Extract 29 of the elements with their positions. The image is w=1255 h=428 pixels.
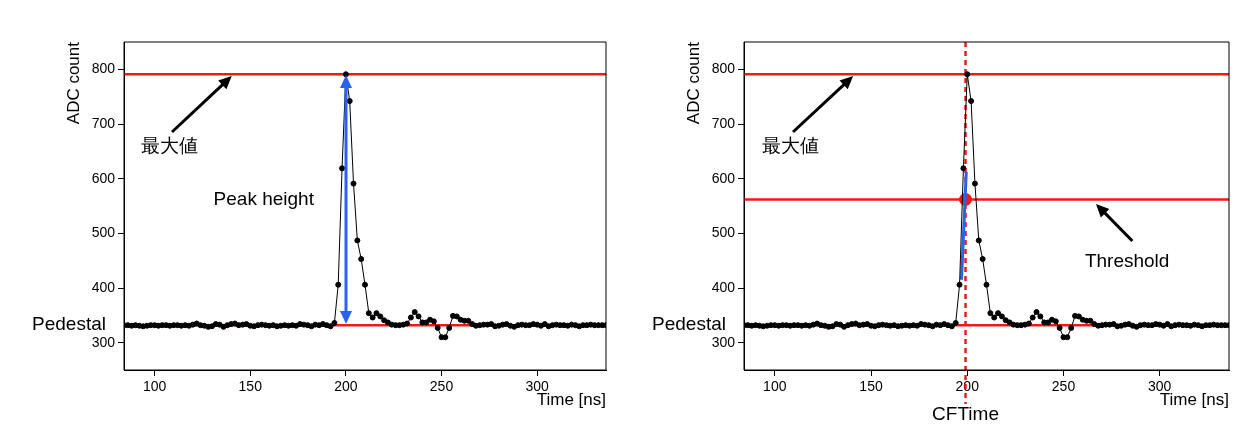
y-tick-label: 300 xyxy=(711,333,736,350)
y-tick-label: 700 xyxy=(711,114,736,131)
y-tick-label: 800 xyxy=(711,60,736,77)
ref-line-label: Pedestal xyxy=(32,313,106,335)
y-tick-label: 600 xyxy=(711,169,736,186)
y-tick-label: 800 xyxy=(91,60,116,77)
ref-line-label: Pedestal xyxy=(652,313,726,335)
x-tick-label: 200 xyxy=(334,378,358,395)
ref-line-label: 最大値 xyxy=(761,135,819,157)
x-tick-label: 100 xyxy=(763,378,787,395)
x-tick-label: 200 xyxy=(955,378,980,395)
x-tick-label: 150 xyxy=(238,378,263,395)
y-axis-title: ADC count xyxy=(683,41,703,125)
annotation: Peak height xyxy=(213,187,315,209)
y-tick-label: 400 xyxy=(91,278,116,295)
y-tick-label: 600 xyxy=(91,169,116,186)
y-axis-title: ADC count xyxy=(63,41,83,125)
x-tick-label: 150 xyxy=(859,378,883,395)
y-tick-label: 500 xyxy=(711,224,736,241)
y-tick-label: 700 xyxy=(91,114,116,131)
ref-line-label: 最大値 xyxy=(141,135,199,157)
x-tick-label: 250 xyxy=(429,378,454,395)
x-tick-label: 100 xyxy=(142,378,167,395)
y-tick-label: 400 xyxy=(711,278,736,295)
y-tick-label: 300 xyxy=(91,333,116,350)
ref-line-label: Threshold xyxy=(1084,249,1170,271)
ref-line-label: CFTime xyxy=(932,403,999,425)
y-tick-label: 500 xyxy=(91,224,116,241)
x-tick-label: 250 xyxy=(1051,378,1076,395)
